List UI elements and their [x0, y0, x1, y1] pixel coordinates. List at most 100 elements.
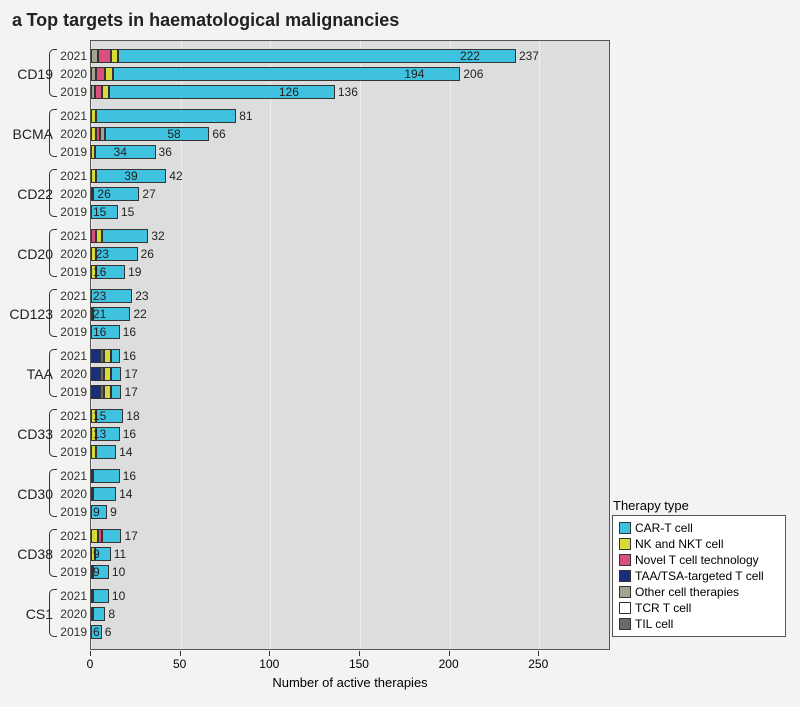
year-label: 2021 — [57, 469, 87, 483]
total-value-label: 19 — [128, 265, 141, 279]
year-label: 2019 — [57, 265, 87, 279]
bar-segment-cart — [96, 445, 116, 459]
target-label: CD22 — [9, 186, 53, 202]
bar-segment-cart — [102, 529, 122, 543]
bar-segment-taa — [91, 367, 100, 381]
bar-row: 202117 — [91, 527, 609, 545]
total-value-label: 237 — [519, 49, 539, 63]
legend-swatch — [619, 602, 631, 614]
total-value-label: 81 — [239, 109, 252, 123]
bar-row: 20202627 — [91, 185, 609, 203]
bar-segment-cart — [93, 607, 106, 621]
total-value-label: 16 — [123, 325, 136, 339]
chart-container: a Top targets in haematological malignan… — [0, 0, 800, 707]
bar-row: 202132 — [91, 227, 609, 245]
year-label: 2019 — [57, 445, 87, 459]
year-label: 2020 — [57, 487, 87, 501]
bar-row: 202014 — [91, 485, 609, 503]
x-tick-label: 200 — [439, 657, 459, 671]
year-label: 2021 — [57, 589, 87, 603]
year-label: 2020 — [57, 367, 87, 381]
total-value-label: 32 — [151, 229, 164, 243]
total-value-label: 136 — [338, 85, 358, 99]
cart-value-label: 9 — [93, 565, 100, 579]
year-label: 2020 — [57, 547, 87, 561]
target-label: CD33 — [9, 426, 53, 442]
bar-row: 20201316 — [91, 425, 609, 443]
x-tick-label: 0 — [87, 657, 94, 671]
x-axis-label: Number of active therapies — [272, 675, 427, 690]
legend-label: Novel T cell technology — [635, 552, 759, 568]
total-value-label: 6 — [105, 625, 112, 639]
x-tick — [269, 651, 270, 656]
x-tick-label: 50 — [173, 657, 186, 671]
year-label: 2021 — [57, 229, 87, 243]
bar-segment-cart — [111, 349, 120, 363]
year-label: 2019 — [57, 505, 87, 519]
bar-row: 20208 — [91, 605, 609, 623]
bar-segment-cart — [93, 487, 116, 501]
x-tick — [449, 651, 450, 656]
bar-segment-cart — [102, 229, 149, 243]
bar-segment-nk — [111, 49, 118, 63]
cart-value-label: 26 — [97, 187, 110, 201]
year-label: 2019 — [57, 85, 87, 99]
legend-item: TCR T cell — [619, 600, 779, 616]
target-label: TAA — [9, 366, 53, 382]
legend-label: TCR T cell — [635, 600, 691, 616]
legend-swatch — [619, 586, 631, 598]
total-value-label: 23 — [135, 289, 148, 303]
cart-value-label: 194 — [404, 67, 424, 81]
bar-row: 202116 — [91, 347, 609, 365]
panel-letter: a — [12, 10, 22, 30]
total-value-label: 17 — [124, 529, 137, 543]
x-axis: Number of active therapies 0501001502002… — [90, 651, 610, 681]
bar-segment-taa — [91, 349, 100, 363]
bar-row: 20202326 — [91, 245, 609, 263]
target-label: CS1 — [9, 606, 53, 622]
cart-value-label: 23 — [96, 247, 109, 261]
year-label: 2020 — [57, 187, 87, 201]
year-label: 2021 — [57, 349, 87, 363]
year-label: 2020 — [57, 607, 87, 621]
bar-row: 202110 — [91, 587, 609, 605]
total-value-label: 16 — [123, 469, 136, 483]
x-tick — [538, 651, 539, 656]
year-label: 2021 — [57, 529, 87, 543]
target-label: CD38 — [9, 546, 53, 562]
total-value-label: 22 — [133, 307, 146, 321]
total-value-label: 17 — [124, 385, 137, 399]
cart-value-label: 222 — [460, 49, 480, 63]
bar-segment-cart — [93, 589, 109, 603]
plot-area: 202122223720201942062019126136CD19202181… — [90, 40, 610, 650]
legend-title: Therapy type — [613, 498, 689, 513]
total-value-label: 16 — [123, 427, 136, 441]
bar-row: 202116 — [91, 467, 609, 485]
legend-item: CAR-T cell — [619, 520, 779, 536]
bar-row: 20213942 — [91, 167, 609, 185]
target-label: BCMA — [9, 126, 53, 142]
bar-row: 202181 — [91, 107, 609, 125]
year-label: 2021 — [57, 49, 87, 63]
legend-label: Other cell therapies — [635, 584, 739, 600]
legend-swatch — [619, 522, 631, 534]
bar-row: 20193436 — [91, 143, 609, 161]
bar-segment-cart — [111, 367, 122, 381]
total-value-label: 15 — [121, 205, 134, 219]
total-value-label: 66 — [212, 127, 225, 141]
bar-segment-cart — [118, 49, 516, 63]
bar-segment-cart — [93, 469, 120, 483]
year-label: 2019 — [57, 205, 87, 219]
total-value-label: 206 — [463, 67, 483, 81]
year-label: 2019 — [57, 145, 87, 159]
legend-item: TIL cell — [619, 616, 779, 632]
legend-swatch — [619, 538, 631, 550]
year-label: 2021 — [57, 409, 87, 423]
legend-item: Novel T cell technology — [619, 552, 779, 568]
bar-row: 202017 — [91, 365, 609, 383]
bar-row: 20205866 — [91, 125, 609, 143]
year-label: 2020 — [57, 427, 87, 441]
bar-row: 201914 — [91, 443, 609, 461]
cart-value-label: 126 — [279, 85, 299, 99]
cart-value-label: 9 — [93, 547, 100, 561]
